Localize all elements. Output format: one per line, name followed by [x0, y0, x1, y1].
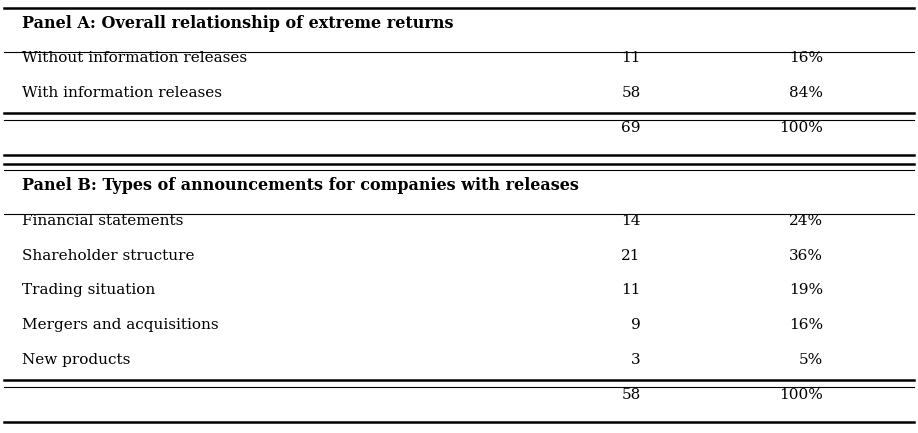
Text: 3: 3 [632, 353, 641, 367]
Text: 100%: 100% [779, 121, 823, 135]
Text: Shareholder structure: Shareholder structure [22, 249, 195, 262]
Text: With information releases: With information releases [22, 86, 222, 100]
Text: 21: 21 [621, 249, 641, 262]
Text: 84%: 84% [789, 86, 823, 100]
Text: Panel A: Overall relationship of extreme returns: Panel A: Overall relationship of extreme… [22, 15, 453, 32]
Text: 5%: 5% [799, 353, 823, 367]
Text: New products: New products [22, 353, 130, 367]
Text: Panel B: Types of announcements for companies with releases: Panel B: Types of announcements for comp… [22, 178, 579, 194]
Text: 24%: 24% [789, 214, 823, 228]
Text: 16%: 16% [789, 318, 823, 332]
Text: 19%: 19% [789, 283, 823, 297]
Text: Financial statements: Financial statements [22, 214, 184, 228]
Text: Without information releases: Without information releases [22, 51, 248, 65]
Text: Mergers and acquisitions: Mergers and acquisitions [22, 318, 219, 332]
Text: 36%: 36% [789, 249, 823, 262]
Text: 69: 69 [621, 121, 641, 135]
Text: 9: 9 [632, 318, 641, 332]
Text: Trading situation: Trading situation [22, 283, 156, 297]
Text: 11: 11 [621, 283, 641, 297]
Text: 100%: 100% [779, 388, 823, 402]
Text: 58: 58 [621, 86, 641, 100]
Text: 16%: 16% [789, 51, 823, 65]
Text: 11: 11 [621, 51, 641, 65]
Text: 58: 58 [621, 388, 641, 402]
Text: 14: 14 [621, 214, 641, 228]
